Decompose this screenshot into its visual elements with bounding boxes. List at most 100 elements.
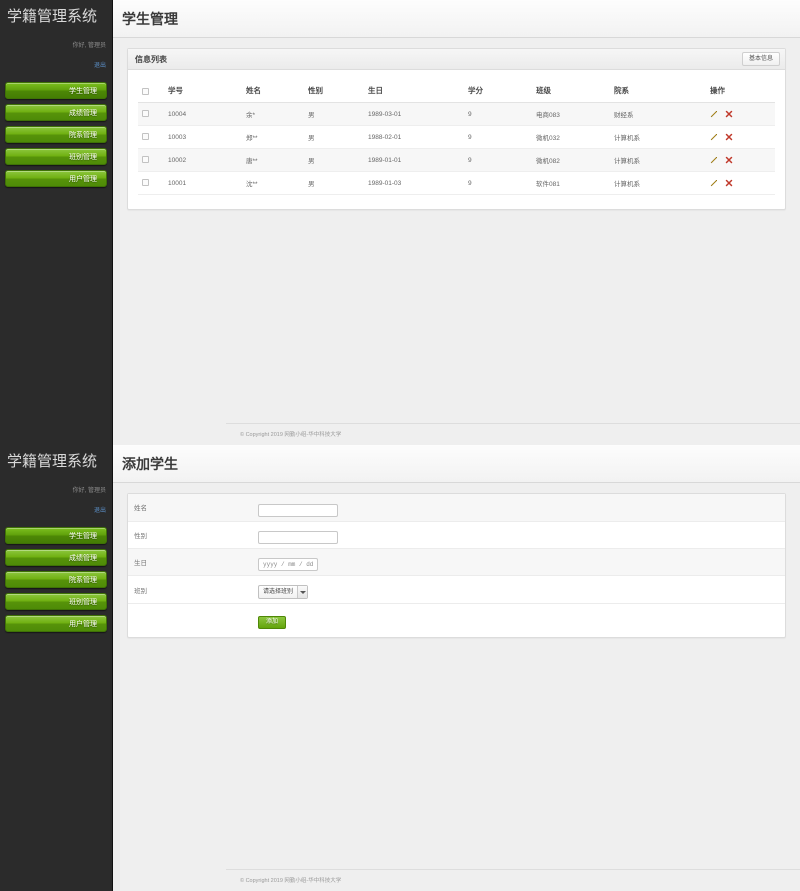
label-class: 班别 [134, 587, 147, 595]
sidebar-item-class-2[interactable]: 班别管理 [5, 593, 107, 610]
header-class: 班级 [532, 79, 610, 103]
table-row[interactable]: 10002 唐** 男 1989-01-01 9 微机082 计算机系 [138, 148, 775, 172]
table-head: 学号 姓名 性别 生日 学分 班级 院系 操作 [138, 79, 775, 103]
row-checkbox-cell [138, 171, 164, 195]
app-brand-2: 学籍管理系统 [7, 453, 98, 470]
sidebar-item-grade-2[interactable]: 成绩管理 [5, 549, 107, 566]
topbar-1: 学生管理 [113, 0, 800, 38]
page-title: 学生管理 [122, 11, 178, 27]
cell-gender: 男 [304, 125, 364, 149]
copyright-text-2: © Copyright 2019 网勤小组-华中科技大学 [240, 878, 342, 884]
cell-id: 10004 [164, 102, 242, 126]
footer-2: © Copyright 2019 网勤小组-华中科技大学 [226, 869, 800, 891]
edit-icon[interactable] [710, 156, 718, 164]
row-checkbox-cell [138, 125, 164, 149]
table-row[interactable]: 10004 余* 男 1989-03-01 9 电商083 财经系 [138, 102, 775, 126]
screen-add-student: 学籍管理系统 你好, 管理员 退出 学生管理 成绩管理 院系管理 班别管理 用户… [0, 445, 800, 891]
row-checkbox[interactable] [142, 156, 149, 164]
label-birthday: 生日 [134, 560, 147, 567]
header-gender: 性别 [304, 79, 364, 103]
basic-info-button[interactable]: 基本信息 [741, 52, 780, 66]
cell-gender: 男 [304, 171, 364, 195]
table-row[interactable]: 10001 沈** 男 1989-01-03 9 软件081 计算机系 [138, 171, 775, 195]
table-row[interactable]: 10003 郑** 男 1988-02-01 9 微机032 计算机系 [138, 125, 775, 149]
cell-credit: 9 [464, 102, 532, 126]
row-checkbox[interactable] [142, 179, 149, 187]
logout-link-2[interactable]: 退出 [93, 508, 106, 514]
edit-icon[interactable] [710, 133, 718, 141]
cell-name: 余* [242, 102, 304, 126]
student-table: 学号 姓名 性别 生日 学分 班级 院系 操作 [138, 79, 775, 195]
logout-row-2: 退出 [0, 495, 112, 521]
sidebar-nav: 学生管理 成绩管理 院系管理 班别管理 用户管理 [0, 76, 112, 187]
sidebar-item-grade[interactable]: 成绩管理 [5, 104, 107, 121]
cell-birthday: 1989-01-01 [364, 148, 464, 172]
sidebar-item-student-2[interactable]: 学生管理 [5, 527, 107, 544]
delete-icon[interactable] [725, 133, 733, 141]
sidebar-item-department[interactable]: 院系管理 [5, 126, 107, 143]
edit-icon[interactable] [710, 110, 718, 118]
field-name [258, 494, 785, 521]
logout-link[interactable]: 退出 [93, 63, 106, 69]
add-student-panel: 姓名 性别 生日 yyyy / mm / dd [127, 493, 786, 638]
cell-class: 微机082 [532, 148, 610, 172]
content-1: 信息列表 基本信息 学号 姓名 性别 [113, 38, 800, 210]
row-checkbox[interactable] [142, 133, 149, 141]
cell-action [706, 125, 775, 149]
sidebar-item-user[interactable]: 用户管理 [5, 170, 107, 187]
page-title-2: 添加学生 [122, 456, 178, 472]
cell-dept: 计算机系 [610, 171, 706, 195]
table-header-row: 学号 姓名 性别 生日 学分 班级 院系 操作 [138, 79, 775, 103]
gender-input[interactable] [258, 531, 338, 544]
user-greeting: 你好, 管理员 [72, 43, 106, 49]
cell-credit: 9 [464, 171, 532, 195]
copyright-text: © Copyright 2019 网勤小组-华中科技大学 [240, 432, 342, 438]
select-all-checkbox[interactable] [142, 87, 149, 95]
sidebar-header-2: 学籍管理系统 [0, 445, 112, 481]
sidebar-nav-2: 学生管理 成绩管理 院系管理 班别管理 用户管理 [0, 521, 112, 632]
topbar-2: 添加学生 [113, 445, 800, 483]
form-row-gender: 性别 [128, 522, 785, 549]
header-action: 操作 [706, 79, 775, 103]
info-list-panel: 信息列表 基本信息 学号 姓名 性别 [127, 48, 786, 210]
sidebar-item-student[interactable]: 学生管理 [5, 82, 107, 99]
name-input[interactable] [258, 503, 338, 517]
panel-body: 学号 姓名 性别 生日 学分 班级 院系 操作 [128, 70, 785, 209]
cell-action [706, 102, 775, 126]
cell-action [706, 148, 775, 172]
edit-icon[interactable] [710, 179, 718, 187]
row-checkbox[interactable] [142, 110, 149, 118]
form-row-birthday: 生日 yyyy / mm / dd [128, 549, 785, 576]
cell-id: 10001 [164, 171, 242, 195]
delete-icon[interactable] [725, 110, 733, 118]
main-area-1: 学生管理 信息列表 基本信息 学号 [113, 0, 800, 445]
delete-icon[interactable] [725, 179, 733, 187]
field-gender [258, 522, 785, 549]
cell-dept: 计算机系 [610, 148, 706, 172]
cell-class: 微机032 [532, 125, 610, 149]
birthday-date-input[interactable]: yyyy / mm / dd [258, 558, 319, 571]
sidebar-item-user-2[interactable]: 用户管理 [5, 615, 107, 632]
cell-name: 唐** [242, 148, 304, 172]
app-brand: 学籍管理系统 [7, 8, 98, 25]
delete-icon[interactable] [725, 156, 733, 164]
add-button[interactable]: 添加 [258, 616, 287, 629]
form-row-name: 姓名 [128, 494, 785, 522]
cell-class: 软件081 [532, 171, 610, 195]
logout-row: 退出 [0, 50, 112, 76]
sidebar-item-class[interactable]: 班别管理 [5, 148, 107, 165]
sidebar-item-department-2[interactable]: 院系管理 [5, 571, 107, 588]
user-greeting-2: 你好, 管理员 [72, 488, 106, 494]
sidebar-header: 学籍管理系统 [0, 0, 112, 36]
table-body: 10004 余* 男 1989-03-01 9 电商083 财经系 [138, 102, 775, 195]
submit-row: 添加 [128, 604, 785, 637]
cell-birthday: 1989-03-01 [364, 102, 464, 126]
screen-student-list: 学籍管理系统 你好, 管理员 退出 学生管理 成绩管理 院系管理 班别管理 用户… [0, 0, 800, 445]
header-credit: 学分 [464, 79, 532, 103]
cell-gender: 男 [304, 148, 364, 172]
class-select[interactable]: 请选择班别 [258, 585, 309, 599]
cell-class: 电商083 [532, 102, 610, 126]
cell-action [706, 171, 775, 195]
header-birthday: 生日 [364, 79, 464, 103]
footer-1: © Copyright 2019 网勤小组-华中科技大学 [226, 423, 800, 445]
